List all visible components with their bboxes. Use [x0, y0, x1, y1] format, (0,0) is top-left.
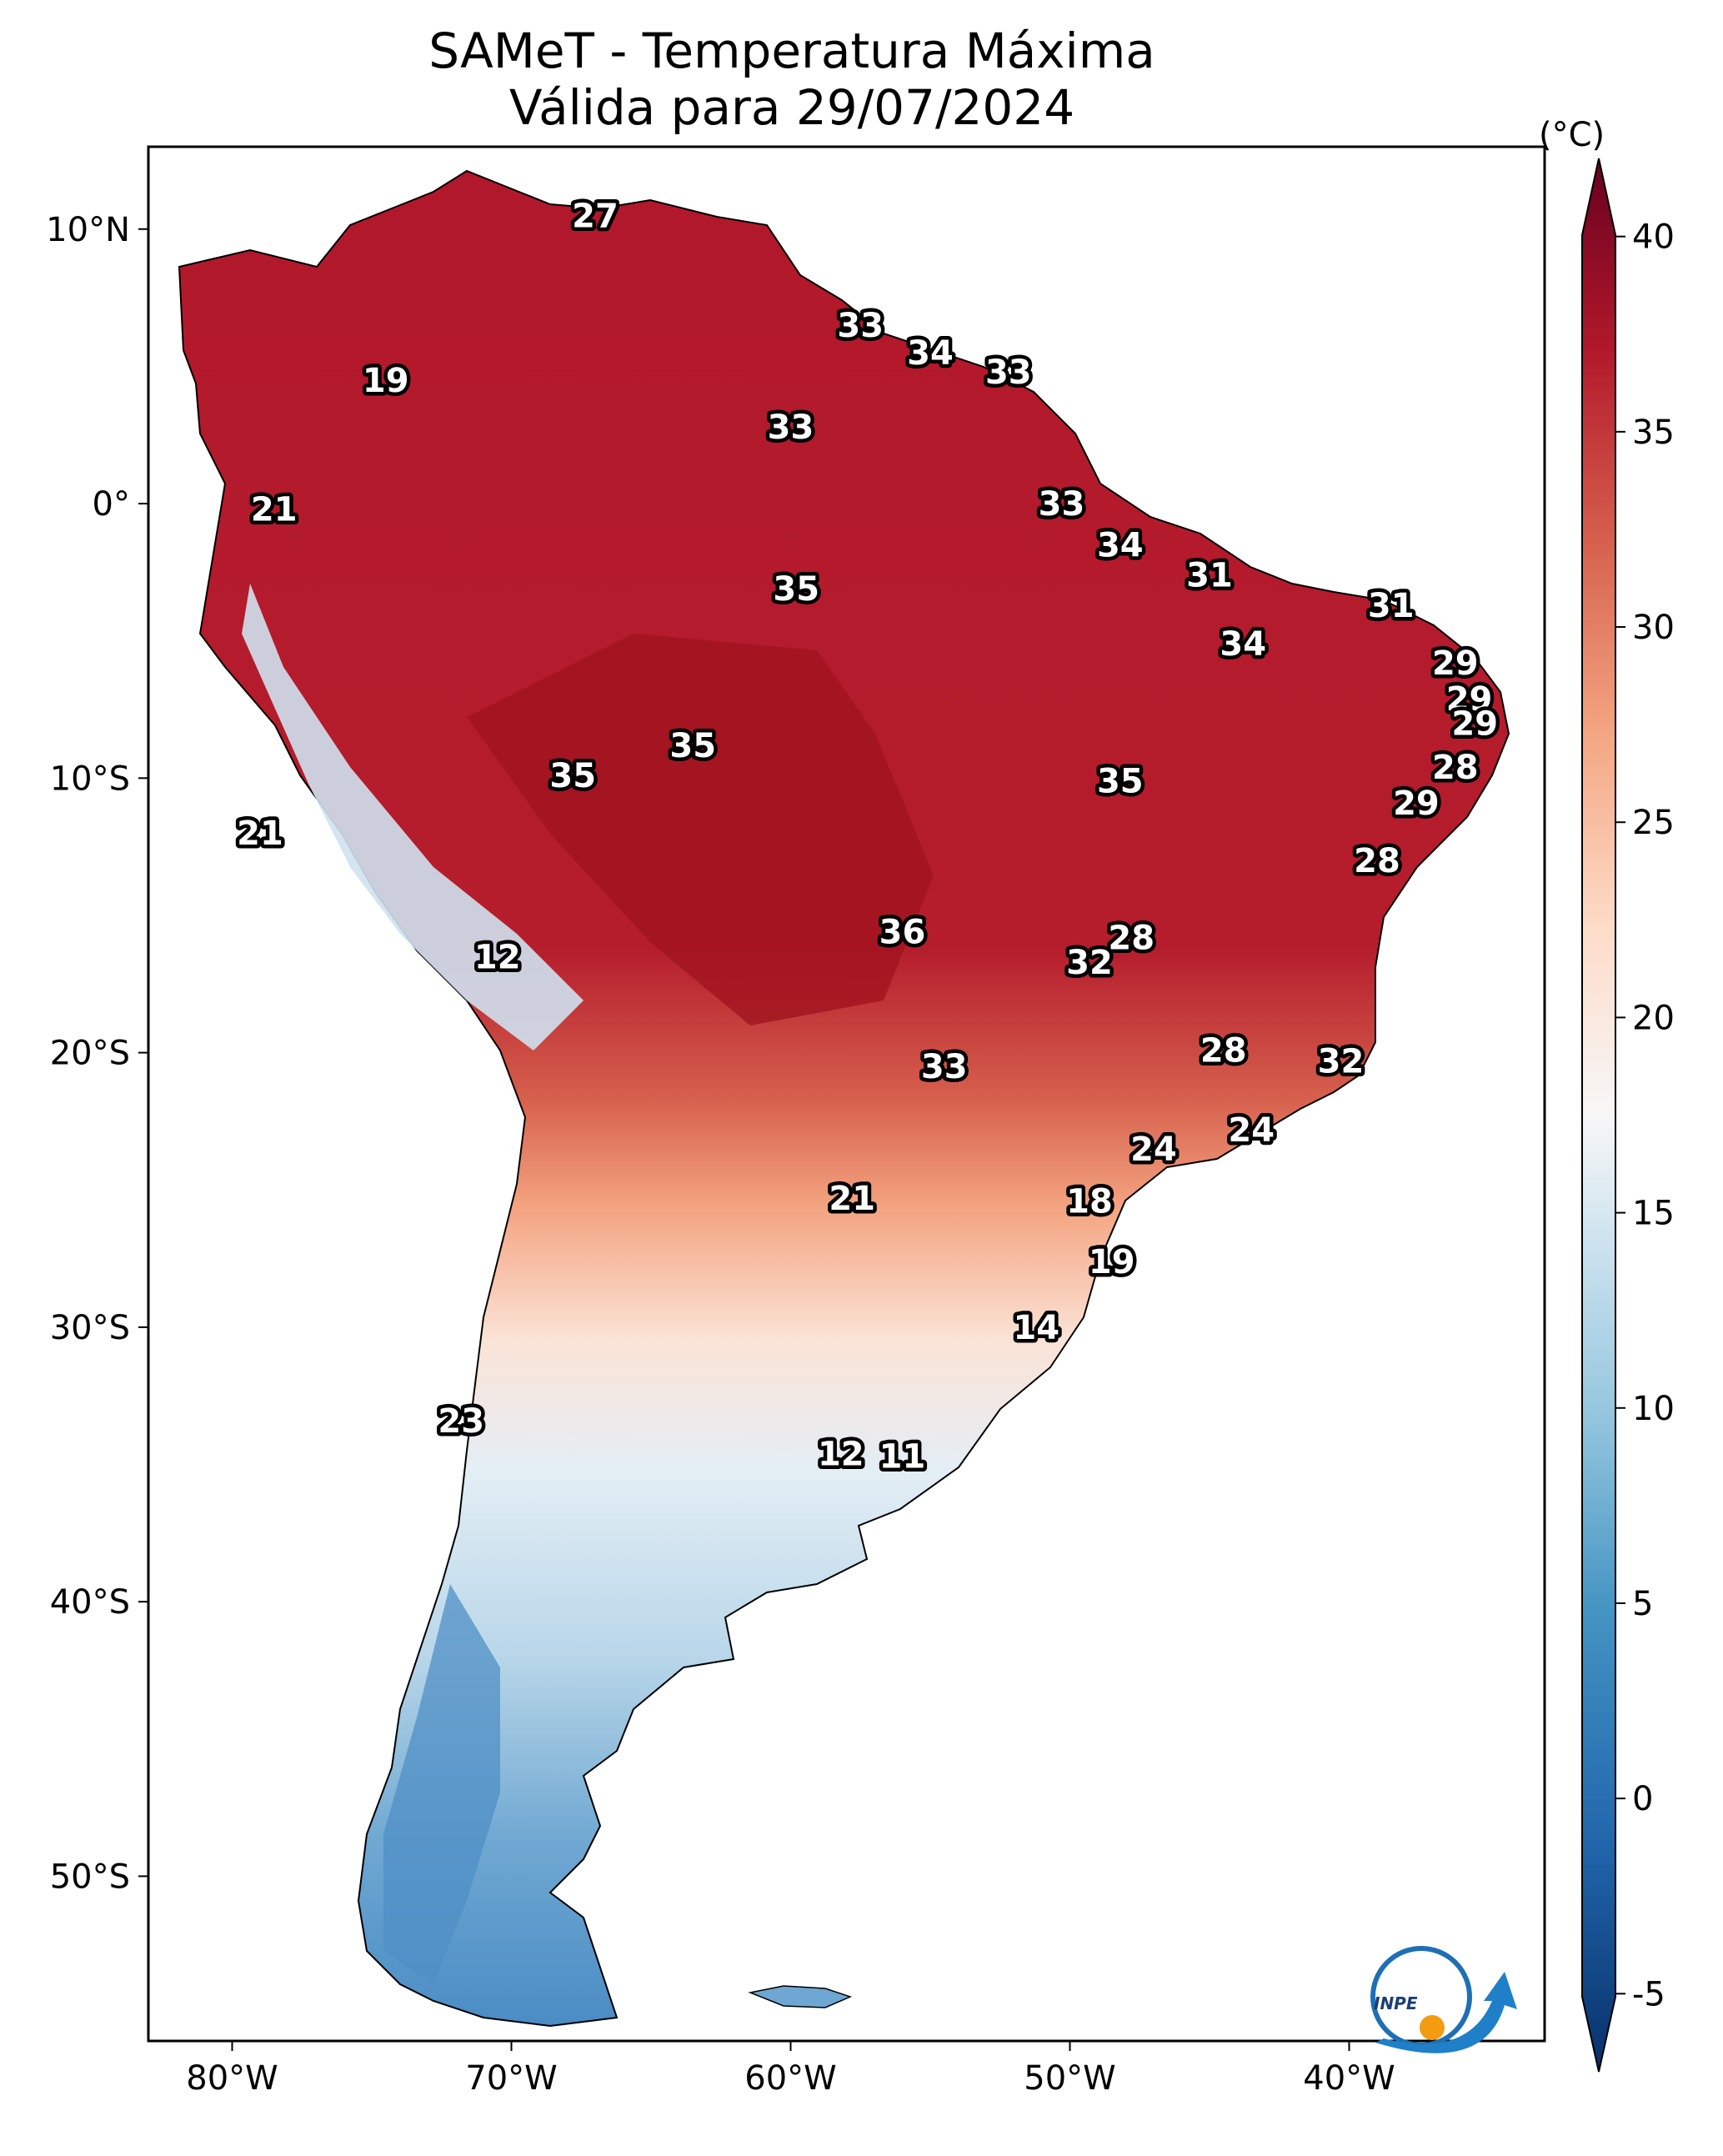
inpe-logo-sun [1420, 2015, 1445, 2040]
inpe-logo-arrow [1375, 1972, 1517, 2053]
colorbar-ticks: 40 35 30 25 20 15 10 5 0 -5 [1615, 218, 1675, 2013]
inpe-logo-text: INPE [1374, 1993, 1418, 2013]
temperature-value-label: 33 [1039, 485, 1085, 524]
temperature-value-label: 33 [921, 1048, 968, 1086]
temperature-value-label: 21 [251, 491, 298, 529]
temperature-value-label: 19 [1089, 1243, 1135, 1281]
lon-tick-label: 80°W [186, 2059, 278, 2098]
temperature-value-label: 24 [1228, 1111, 1275, 1150]
colorbar-tick-label: -5 [1632, 1975, 1665, 2013]
lat-tick-label: 0° [93, 485, 130, 524]
colorbar-tick-label: 30 [1632, 609, 1675, 647]
temperature-value-label: 31 [1186, 557, 1233, 595]
temperature-value-label: 32 [1318, 1042, 1365, 1081]
temperature-value-label: 28 [1108, 919, 1155, 957]
temperature-value-label: 24 [1130, 1131, 1177, 1169]
colorbar-tick-label: 15 [1632, 1195, 1675, 1233]
temperature-value-label: 11 [879, 1438, 926, 1477]
temperature-point-labels: 2719212133343333333431313435292929282928… [233, 193, 1502, 1480]
temperature-value-label: 12 [474, 938, 521, 976]
lat-tick-label: 10°N [46, 211, 130, 249]
temperature-value-label: 28 [1354, 842, 1400, 880]
temperature-value-label: 18 [1066, 1182, 1113, 1221]
colorbar-tick-label: 5 [1632, 1585, 1653, 1623]
amazon-hotspot [467, 634, 934, 1025]
temperature-value-label: 35 [549, 757, 596, 795]
colorbar-body [1581, 158, 1616, 2073]
lat-tick-label: 50°S [50, 1858, 130, 1896]
colorbar-unit: (°C) [1539, 116, 1605, 154]
temperature-value-label: 12 [818, 1435, 864, 1473]
temperature-value-label: 35 [773, 570, 819, 609]
temperature-value-label: 29 [1446, 680, 1493, 719]
temperature-value-label: 31 [1368, 587, 1415, 625]
temperature-value-label: 14 [1013, 1309, 1059, 1347]
colorbar-tick-label: 35 [1632, 414, 1675, 452]
temperature-value-label: 19 [363, 362, 409, 400]
longitude-axis: 80°W 70°W 60°W 50°W 40°W [186, 2041, 1395, 2098]
lon-tick-label: 70°W [465, 2059, 557, 2098]
colorbar: (°C) 40 35 30 25 20 15 10 5 0 -5 [1539, 116, 1675, 2073]
temperature-value-label: 27 [572, 197, 619, 235]
temperature-value-label: 33 [837, 307, 884, 345]
temperature-value-label: 34 [907, 334, 954, 373]
patagonia-cold [383, 1584, 500, 1984]
falkland-islands [748, 1985, 853, 2008]
lat-tick-label: 20°S [50, 1035, 130, 1073]
map-frame-border [147, 145, 1546, 2043]
latitude-axis: 10°N 0° 10°S 20°S 30°S 40°S 50°S [46, 211, 148, 1896]
lon-tick-label: 40°W [1303, 2059, 1395, 2098]
temperature-value-label: 21 [237, 815, 283, 853]
temperature-value-label: 35 [669, 727, 716, 765]
temperature-value-label: 33 [985, 353, 1032, 392]
colorbar-tick-label: 40 [1632, 218, 1675, 257]
colorbar-tick-label: 0 [1632, 1780, 1653, 1818]
lat-tick-label: 40°S [50, 1583, 130, 1622]
temperature-value-label: 29 [1451, 704, 1498, 743]
temperature-value-label: 29 [1432, 644, 1479, 683]
lon-tick-label: 60°W [744, 2059, 836, 2098]
south-america-landmass [178, 169, 1510, 2028]
colorbar-tick-label: 25 [1632, 804, 1675, 842]
temperature-value-label: 32 [1066, 944, 1113, 982]
temperature-value-label: 34 [1097, 526, 1144, 564]
lat-tick-label: 10°S [50, 760, 130, 798]
temperature-value-label: 35 [1097, 763, 1144, 801]
lat-tick-label: 30°S [50, 1309, 130, 1347]
map-title: SAMeT - Temperatura Máxima [428, 23, 1155, 79]
lon-tick-label: 50°W [1024, 2059, 1115, 2098]
temperature-value-label: 28 [1432, 749, 1479, 787]
temperature-value-label: 29 [1393, 785, 1440, 823]
colorbar-tick-label: 20 [1632, 999, 1675, 1037]
temperature-value-label: 36 [879, 914, 926, 952]
temperature-value-label: 34 [1220, 625, 1266, 664]
temperature-value-label: 28 [1200, 1031, 1247, 1070]
temperature-value-label: 33 [768, 409, 814, 447]
colorbar-tick-label: 10 [1632, 1390, 1675, 1428]
temperature-value-label: 23 [438, 1402, 484, 1441]
map-subtitle: Válida para 29/07/2024 [508, 79, 1075, 136]
temperature-value-label: 21 [829, 1180, 875, 1218]
andes-cold-band [242, 584, 584, 1050]
inpe-logo: INPE [1370, 1946, 1517, 2053]
